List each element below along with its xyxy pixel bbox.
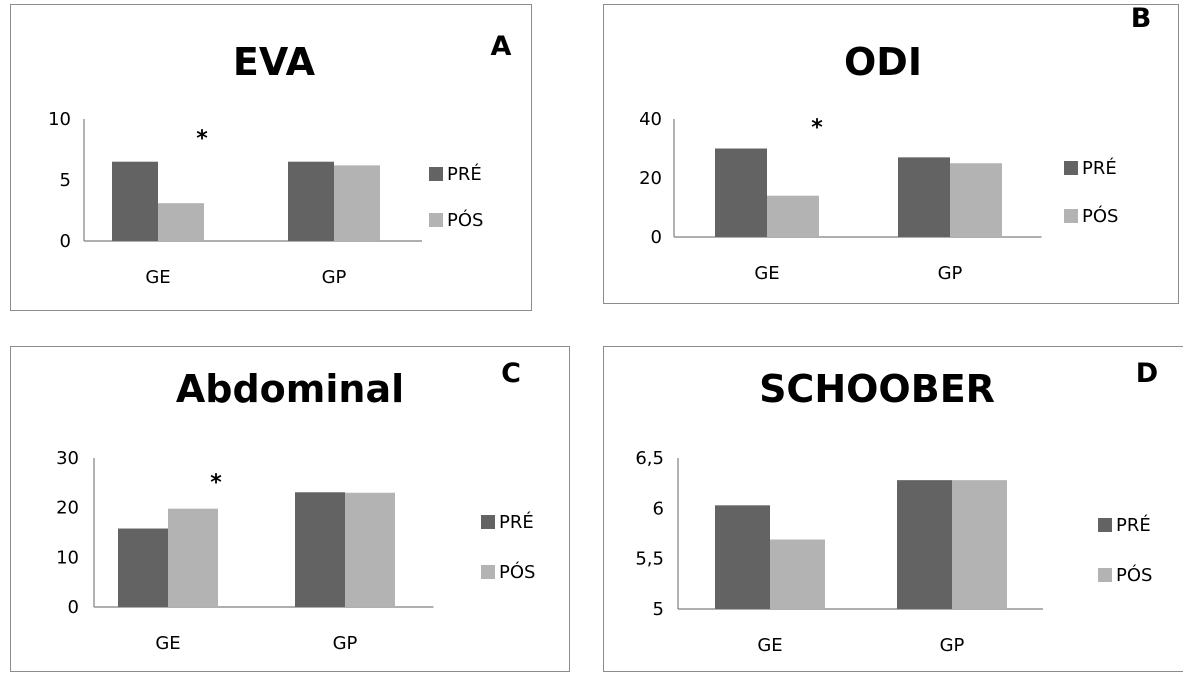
chart-panel-c: Abdominal C 0 10 20 30 GE GP * PRÉ PÓS	[10, 346, 570, 672]
bar-gp-pos	[334, 165, 380, 241]
x-category-label: GE	[145, 267, 170, 288]
legend-swatch-pre	[1064, 161, 1078, 175]
bar-gp-pos	[952, 480, 1007, 609]
legend-label-pos: PÓS	[1116, 564, 1152, 586]
chart-a-svg: EVA A 0 5 10 GE GP * PRÉ PÓS	[48, 31, 512, 288]
panel-letter: A	[491, 31, 512, 62]
bar-gp-pre	[288, 161, 334, 241]
bar-ge-pos	[168, 508, 218, 607]
bar-ge-pos	[158, 203, 204, 241]
legend-swatch-pos	[1064, 209, 1078, 223]
panel-letter: D	[1136, 358, 1158, 389]
significance-asterisk: *	[210, 471, 222, 496]
legend-label-pre: PRÉ	[1082, 157, 1117, 179]
bar-gp-pre	[295, 492, 345, 607]
y-tick-label: 10	[48, 109, 71, 130]
y-tick-label: 10	[56, 547, 79, 568]
chart-b-svg: ODI B 0 20 40 GE GP * PRÉ PÓS	[639, 3, 1152, 284]
bar-gp-pre	[898, 157, 950, 237]
chart-d-svg: SCHOOBER D 5 5,5 6 6,5 GE GP PRÉ PÓS	[635, 358, 1158, 656]
legend-label-pos: PÓS	[1082, 205, 1118, 227]
panel-letter: C	[501, 358, 521, 389]
y-tick-label: 5	[653, 599, 664, 620]
bar-ge-pre	[112, 161, 158, 241]
legend-label-pre: PRÉ	[447, 163, 482, 185]
chart-title: ODI	[844, 40, 922, 84]
bar-ge-pos	[767, 195, 819, 237]
x-category-label: GE	[757, 635, 782, 656]
legend-swatch-pre	[481, 515, 495, 529]
significance-asterisk: *	[811, 116, 823, 141]
y-tick-label: 20	[639, 168, 662, 189]
bar-ge-pos	[770, 539, 825, 609]
x-category-label: GE	[754, 263, 779, 284]
chart-panel-b: ODI B 0 20 40 GE GP * PRÉ PÓS	[603, 3, 1179, 304]
bar-gp-pos	[950, 163, 1002, 237]
chart-c-svg: Abdominal C 0 10 20 30 GE GP * PRÉ PÓS	[56, 358, 535, 654]
y-tick-label: 30	[56, 448, 79, 469]
y-tick-label: 0	[68, 597, 79, 618]
chart-panel-a: EVA A 0 5 10 GE GP * PRÉ PÓS	[10, 4, 532, 311]
legend-label-pre: PRÉ	[1116, 514, 1151, 536]
y-tick-label: 5,5	[635, 549, 664, 570]
legend-label-pos: PÓS	[447, 209, 483, 231]
bar-gp-pos	[345, 492, 395, 607]
y-tick-label: 0	[60, 231, 71, 252]
chart-panel-d: SCHOOBER D 5 5,5 6 6,5 GE GP PRÉ PÓS	[603, 346, 1183, 672]
y-tick-label: 6,5	[635, 448, 664, 469]
bar-ge-pre	[715, 148, 767, 237]
legend-swatch-pos	[429, 213, 443, 227]
x-category-label: GP	[938, 263, 963, 284]
chart-title: SCHOOBER	[759, 367, 995, 411]
y-tick-label: 6	[653, 498, 664, 519]
y-tick-label: 40	[639, 109, 662, 130]
bar-ge-pre	[118, 528, 168, 607]
legend-label-pos: PÓS	[499, 561, 535, 583]
bar-gp-pre	[897, 480, 952, 609]
significance-asterisk: *	[196, 127, 208, 152]
panel-letter: B	[1131, 3, 1152, 34]
chart-title: EVA	[233, 40, 316, 84]
legend-swatch-pos	[1098, 568, 1112, 582]
bar-ge-pre	[715, 505, 770, 609]
y-tick-label: 0	[651, 227, 662, 248]
x-category-label: GE	[155, 633, 180, 654]
x-category-label: GP	[322, 267, 347, 288]
x-category-label: GP	[940, 635, 965, 656]
y-tick-label: 5	[60, 170, 71, 191]
legend-swatch-pre	[1098, 518, 1112, 532]
chart-title: Abdominal	[176, 367, 404, 411]
x-category-label: GP	[333, 633, 358, 654]
legend-label-pre: PRÉ	[499, 511, 534, 533]
legend-swatch-pos	[481, 565, 495, 579]
y-tick-label: 20	[56, 498, 79, 519]
legend-swatch-pre	[429, 167, 443, 181]
